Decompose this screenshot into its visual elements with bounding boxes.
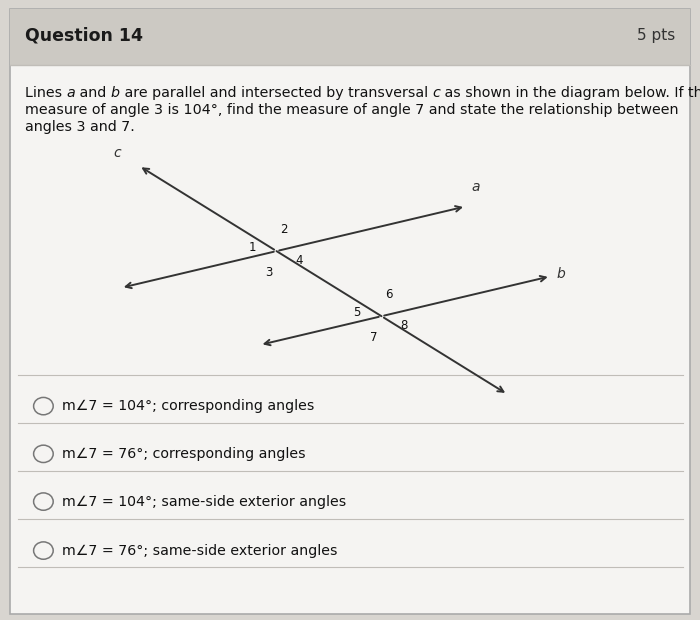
Text: c: c <box>113 146 121 159</box>
Text: Lines: Lines <box>25 86 66 100</box>
Text: m∠7 = 104°; same-side exterior angles: m∠7 = 104°; same-side exterior angles <box>62 495 346 508</box>
Text: m∠7 = 76°; same-side exterior angles: m∠7 = 76°; same-side exterior angles <box>62 544 337 557</box>
Text: c: c <box>432 86 440 100</box>
Text: measure of angle 3 is 104°, find the measure of angle 7 and state the relationsh: measure of angle 3 is 104°, find the mea… <box>25 103 678 117</box>
Text: Question 14: Question 14 <box>25 27 143 45</box>
Text: 4: 4 <box>295 254 303 267</box>
Text: a: a <box>472 180 480 194</box>
Text: and: and <box>75 86 111 100</box>
Text: 7: 7 <box>370 331 378 344</box>
Text: 5: 5 <box>354 306 360 319</box>
Text: as shown in the diagram below. If the: as shown in the diagram below. If the <box>440 86 700 100</box>
FancyBboxPatch shape <box>10 9 690 614</box>
Text: 5 pts: 5 pts <box>637 29 676 43</box>
Text: are parallel and intersected by transversal: are parallel and intersected by transver… <box>120 86 433 100</box>
Text: 1: 1 <box>248 241 256 254</box>
Text: b: b <box>556 267 565 281</box>
Text: b: b <box>111 86 120 100</box>
Text: 8: 8 <box>400 319 408 332</box>
FancyBboxPatch shape <box>10 9 690 65</box>
Text: m∠7 = 104°; corresponding angles: m∠7 = 104°; corresponding angles <box>62 399 314 413</box>
Text: a: a <box>66 86 75 100</box>
Text: 6: 6 <box>385 288 393 301</box>
Text: 3: 3 <box>265 266 273 279</box>
Text: 2: 2 <box>280 223 288 236</box>
Text: m∠7 = 76°; corresponding angles: m∠7 = 76°; corresponding angles <box>62 447 305 461</box>
Text: angles 3 and 7.: angles 3 and 7. <box>25 120 134 134</box>
